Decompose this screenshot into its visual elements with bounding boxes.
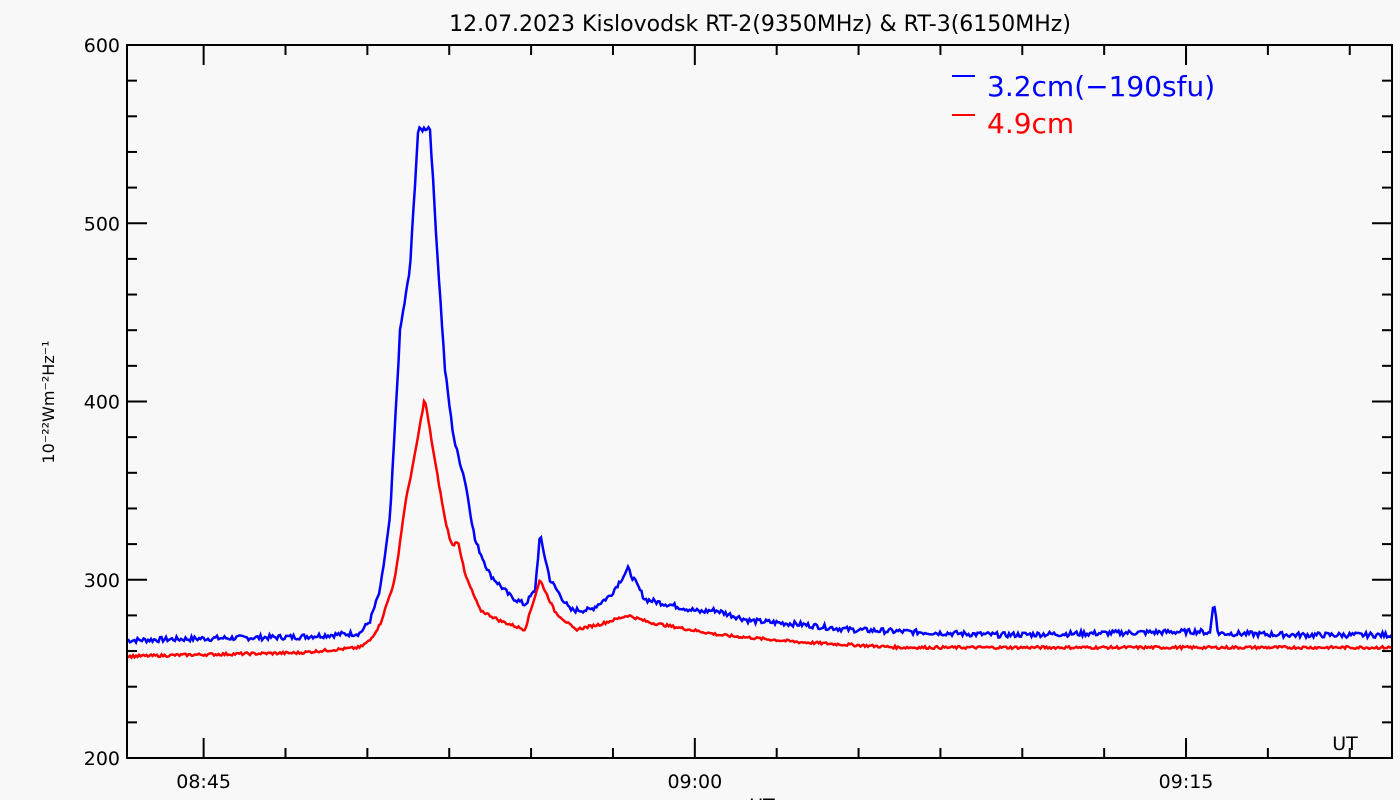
axis-ticks: 08:45 09:00 09:15 200 300 400 500 600	[84, 35, 1392, 793]
x-tick-label: 08:45	[176, 771, 231, 793]
series-lines	[126, 125, 1393, 660]
x-tick-label: 09:15	[1159, 771, 1214, 793]
y-tick-label: 300	[84, 570, 120, 592]
series-line-4-9cm	[126, 397, 1392, 660]
series-line-3-2cm	[126, 125, 1393, 646]
y-tick-label: 600	[84, 35, 120, 57]
legend: 3.2cm(−190sfu) 4.9cm	[952, 70, 1215, 140]
y-tick-label: 500	[84, 213, 120, 235]
x-tick-label: 09:00	[667, 771, 722, 793]
legend-label-4-9cm: 4.9cm	[987, 107, 1074, 140]
legend-label-3-2cm: 3.2cm(−190sfu)	[987, 70, 1215, 103]
x-axis-label: UT	[749, 795, 775, 800]
y-axis-label: 10⁻²²Wm⁻²Hz⁻¹	[39, 340, 58, 463]
y-tick-label: 400	[84, 392, 120, 414]
chart-title: 12.07.2023 Kislovodsk RT-2(9350MHz) & RT…	[449, 12, 1071, 37]
y-tick-label: 200	[84, 748, 120, 770]
plot-frame	[126, 44, 1393, 759]
ut-corner-label: UT	[1332, 733, 1358, 755]
